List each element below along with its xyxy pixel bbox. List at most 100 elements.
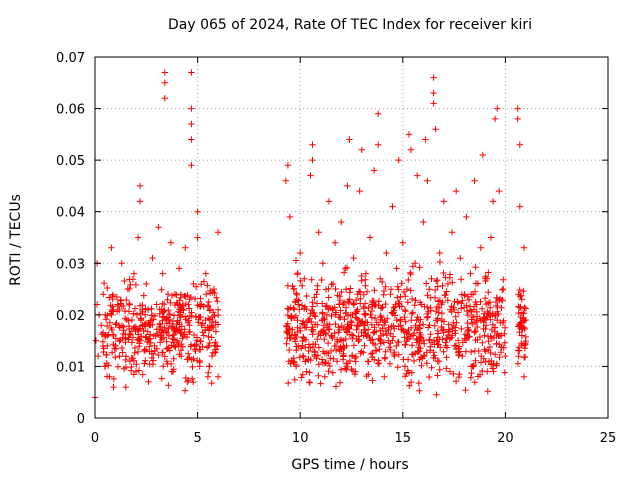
data-point (438, 316, 445, 324)
data-point (457, 276, 465, 283)
data-point (307, 344, 314, 351)
data-point (407, 378, 415, 386)
data-point (366, 334, 373, 341)
data-point (166, 347, 173, 354)
data-point (140, 292, 147, 299)
data-point (328, 312, 335, 320)
data-point (338, 288, 345, 296)
data-point (515, 353, 522, 360)
data-point (126, 358, 134, 365)
data-point (128, 316, 136, 324)
data-point (291, 376, 298, 383)
data-point (394, 294, 401, 301)
data-point (376, 336, 384, 343)
data-point (182, 300, 190, 308)
data-point (198, 281, 205, 288)
data-point (343, 264, 351, 271)
data-point (170, 355, 177, 362)
data-point (292, 363, 300, 370)
data-point (382, 300, 389, 308)
data-point (356, 336, 363, 343)
data-point (299, 318, 307, 325)
data-point (444, 297, 451, 304)
data-point (471, 328, 478, 335)
data-point (122, 315, 129, 322)
data-point (416, 339, 423, 347)
data-point (106, 373, 113, 380)
data-point (327, 347, 335, 355)
data-point (483, 300, 490, 308)
data-point (388, 309, 395, 316)
data-point (137, 315, 145, 323)
data-point (165, 382, 172, 389)
data-point (321, 373, 328, 380)
data-point (501, 369, 508, 376)
data-point (143, 280, 150, 288)
data-point (393, 265, 400, 272)
data-point (432, 308, 440, 315)
data-point (136, 198, 144, 205)
data-point (150, 332, 158, 339)
data-point (132, 281, 140, 289)
data-point (428, 275, 435, 282)
data-point (397, 322, 404, 329)
data-point (496, 187, 503, 195)
data-point (364, 358, 372, 365)
data-point (165, 316, 173, 324)
data-point (189, 375, 196, 382)
data-point (401, 306, 409, 314)
data-point (407, 269, 414, 276)
data-point (294, 328, 301, 336)
y-tick-label: 0.03 (56, 257, 85, 272)
data-point (417, 331, 424, 339)
data-point (368, 314, 375, 321)
data-point (121, 277, 128, 285)
data-point (363, 372, 370, 380)
data-point (205, 327, 213, 334)
data-point (416, 325, 424, 332)
data-point (465, 327, 472, 334)
data-point (168, 292, 176, 299)
data-point (431, 352, 438, 359)
data-point (494, 105, 501, 112)
data-point (459, 339, 466, 346)
data-point (205, 298, 212, 306)
data-point (315, 344, 322, 351)
data-point (424, 313, 431, 321)
data-point (390, 333, 397, 340)
data-point (440, 348, 447, 355)
data-point (379, 304, 386, 311)
data-point (116, 324, 123, 331)
data-point (167, 239, 175, 246)
data-point (150, 357, 157, 364)
data-point (430, 349, 437, 356)
data-point (482, 358, 489, 366)
data-point (455, 373, 463, 381)
data-point (454, 298, 461, 305)
data-point (416, 264, 423, 271)
data-point (161, 301, 168, 308)
data-point (482, 348, 489, 355)
data-point (387, 346, 394, 354)
data-point (113, 319, 120, 327)
data-point (352, 314, 359, 321)
data-point (494, 308, 501, 315)
data-point (194, 234, 201, 241)
data-point (298, 374, 305, 381)
data-point (282, 177, 289, 184)
data-point (498, 304, 505, 311)
data-point (401, 373, 409, 380)
data-point (305, 347, 312, 355)
data-point (402, 318, 409, 325)
data-point (336, 296, 344, 304)
data-point (179, 333, 187, 340)
data-point (470, 306, 478, 313)
data-point (514, 105, 521, 112)
data-point (293, 290, 300, 297)
data-point (312, 313, 319, 320)
data-point (125, 336, 132, 343)
data-point (462, 386, 469, 394)
data-point (199, 320, 206, 327)
data-point (147, 339, 154, 347)
data-point (395, 351, 402, 358)
